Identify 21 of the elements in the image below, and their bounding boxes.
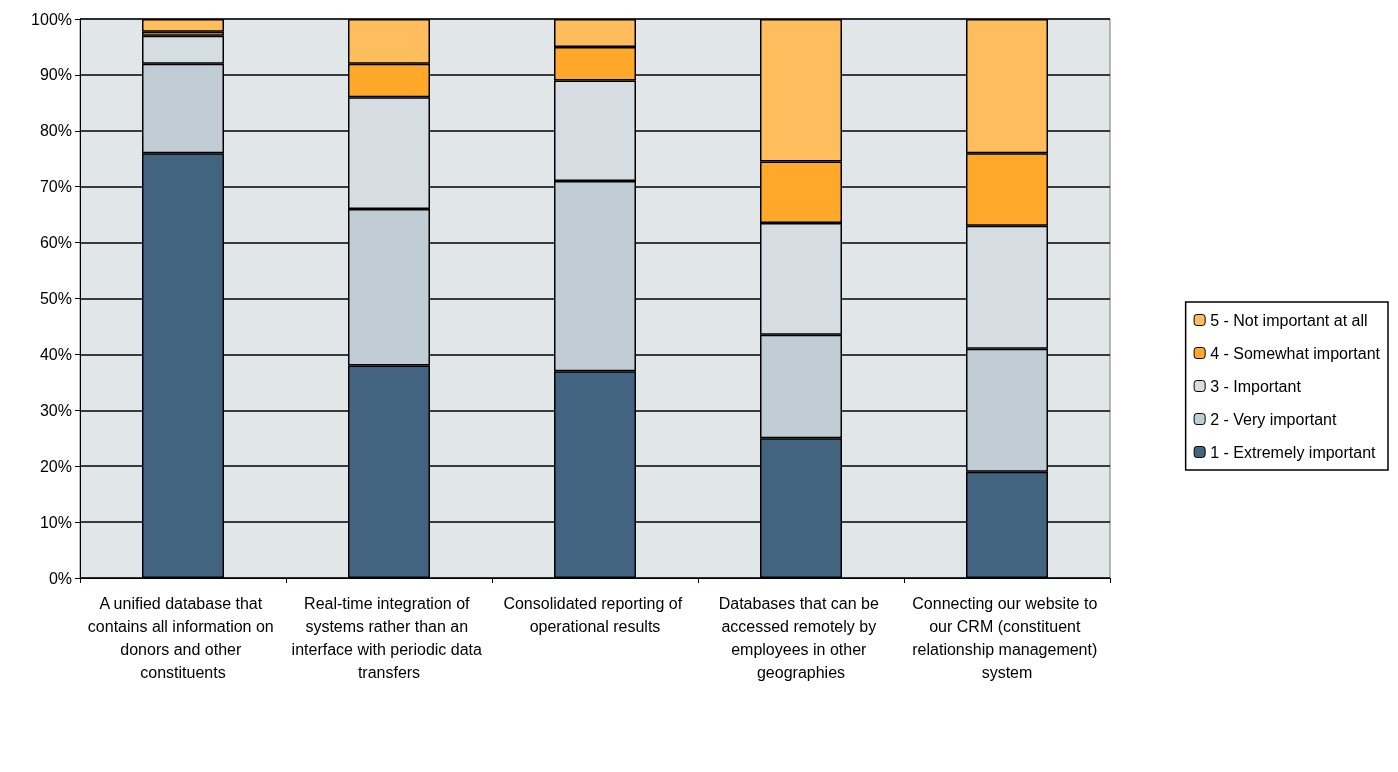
y-tick-label: 20% [39,457,72,475]
y-tick-label: 10% [39,513,72,531]
legend-label: 2 - Very important [1210,410,1337,428]
y-tick-label: 0% [48,569,72,587]
legend-label: 3 - Important [1210,377,1302,395]
legend-label: 5 - Not important at all [1210,311,1368,329]
y-tick-label: 50% [39,290,72,307]
x-tick-label: A unified database that contains all information on donors and other constituents [87,595,279,681]
x-tick-label: Connecting our website to our CRM (constituent relationship management) system [912,595,1102,681]
y-tick-label: 40% [39,345,72,363]
legend-label: 4 - Somewhat important [1210,344,1381,362]
legend-label: 1 - Extremely important [1210,443,1377,461]
y-tick-label: 100% [31,10,72,28]
y-tick-label: 60% [39,234,72,252]
x-tick-label: Databases that can be accessed remotely by employees in other geographies [718,595,884,681]
y-tick-label: 70% [39,178,72,196]
x-tick-label: Consolidated reporting of operational results [503,595,687,635]
y-tick-label: 90% [39,66,72,84]
y-tick-label: 30% [39,401,72,419]
x-tick-label: Real-time integration of systems rather than an interface with periodic data transfers [291,595,487,681]
y-tick-label: 80% [39,122,72,140]
